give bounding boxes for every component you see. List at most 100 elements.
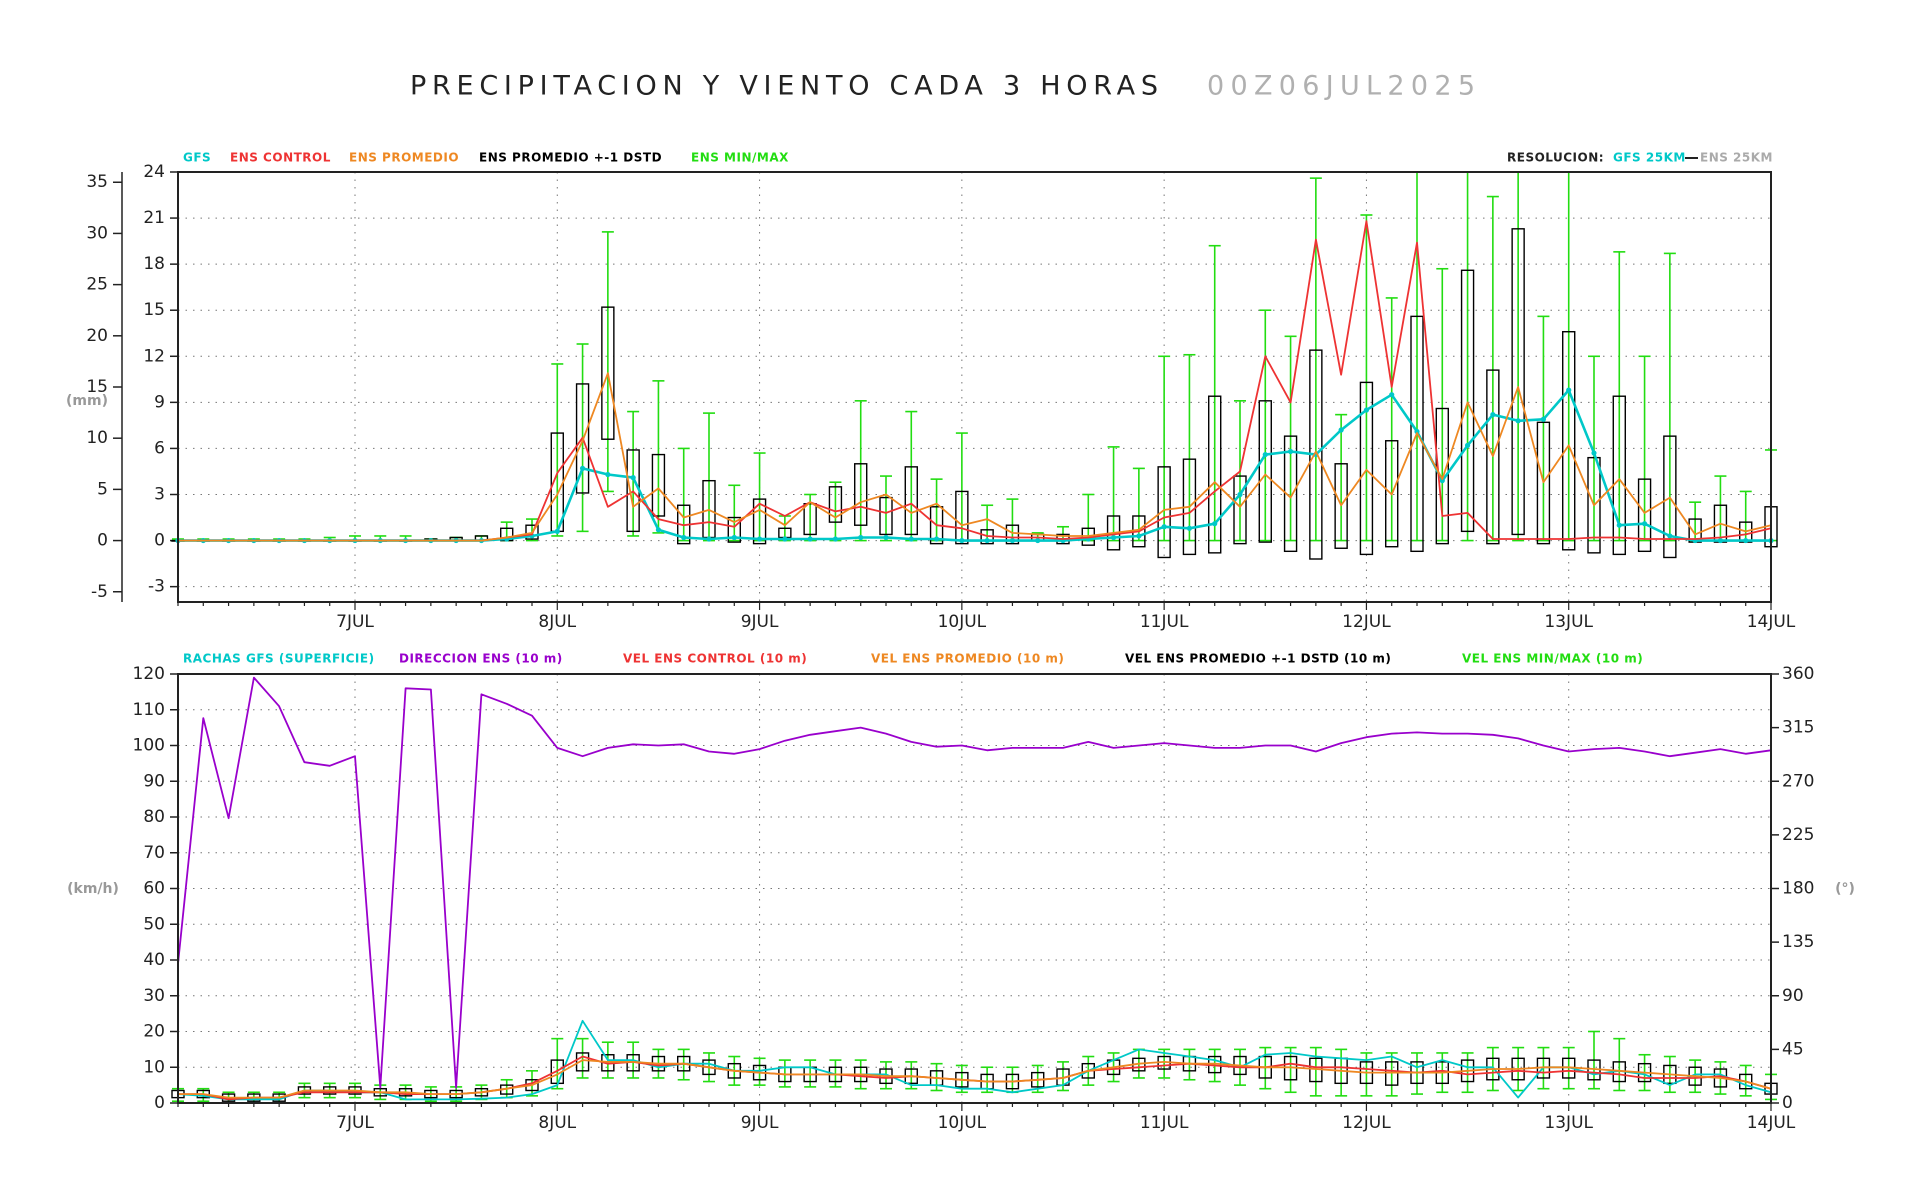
series-marker bbox=[579, 465, 586, 471]
y2-tick-label: 45 bbox=[1782, 1039, 1804, 1059]
series-marker bbox=[959, 537, 965, 544]
series-line bbox=[178, 388, 1771, 542]
y-tick-label: 6 bbox=[154, 438, 165, 458]
y2-tick-label: 25 bbox=[86, 275, 108, 295]
legend-entry: DIRECCION ENS (10 m) bbox=[399, 652, 563, 666]
std-box bbox=[1435, 407, 1449, 545]
std-box bbox=[1359, 381, 1374, 556]
std-box bbox=[1208, 395, 1222, 554]
y-tick-label: 3 bbox=[154, 485, 165, 505]
x-tick-label: 11JUL bbox=[1140, 612, 1189, 632]
series-marker bbox=[782, 536, 788, 542]
std-box bbox=[601, 306, 615, 440]
std-box bbox=[1486, 369, 1500, 545]
y2-tick-label: 20 bbox=[86, 326, 108, 346]
series-marker bbox=[1667, 533, 1673, 539]
series-line bbox=[177, 1019, 1772, 1101]
series-marker bbox=[1136, 533, 1142, 539]
y2-tick-label: 90 bbox=[1782, 986, 1804, 1006]
std-box bbox=[1511, 228, 1525, 536]
std-box bbox=[727, 516, 741, 543]
y-tick-label: 9 bbox=[154, 392, 165, 412]
y-tick-label: 15 bbox=[143, 300, 165, 320]
y2-tick-label: 135 bbox=[1782, 932, 1814, 952]
y-tick-label: 12 bbox=[143, 346, 165, 366]
y-tick-label: 0 bbox=[154, 1093, 165, 1113]
std-box bbox=[1157, 466, 1171, 559]
series-marker bbox=[933, 536, 940, 542]
plot-frame bbox=[177, 171, 1772, 603]
series-marker bbox=[655, 527, 662, 533]
legend-entry: VEL ENS MIN/MAX (10 m) bbox=[1462, 652, 1643, 666]
y2-tick-label: 35 bbox=[86, 172, 108, 192]
std-box bbox=[1233, 475, 1247, 545]
series-marker bbox=[1743, 537, 1749, 544]
y-tick-label: 0 bbox=[154, 531, 165, 551]
std-box bbox=[1385, 1061, 1399, 1086]
std-box bbox=[1283, 435, 1298, 553]
y-tick-label: 21 bbox=[143, 208, 165, 228]
series-marker bbox=[1161, 524, 1167, 530]
series-marker bbox=[731, 534, 737, 541]
series-marker bbox=[706, 536, 712, 542]
series-marker bbox=[1616, 522, 1622, 528]
std-box bbox=[1612, 395, 1626, 556]
y2-tick-label: 360 bbox=[1782, 664, 1814, 684]
series-marker bbox=[807, 536, 813, 542]
series-line bbox=[178, 372, 1772, 542]
series-marker bbox=[1515, 418, 1521, 424]
y-tick-label: 110 bbox=[133, 700, 165, 720]
std-box bbox=[1334, 463, 1348, 549]
legend-entry: VEL ENS CONTROL (10 m) bbox=[623, 652, 807, 666]
series-marker bbox=[605, 471, 611, 478]
std-box bbox=[879, 496, 893, 536]
series-marker bbox=[1566, 387, 1572, 393]
legend-entry: ENS CONTROL bbox=[230, 151, 331, 165]
y2-tick-label: 270 bbox=[1782, 771, 1814, 791]
series-marker bbox=[1439, 478, 1445, 484]
x-tick-label: 14JUL bbox=[1747, 612, 1796, 632]
series-marker bbox=[1035, 537, 1041, 544]
std-box bbox=[575, 383, 590, 494]
std-box bbox=[1258, 400, 1272, 543]
legend-entry: ENS MIN/MAX bbox=[691, 151, 789, 165]
y-tick-label: 24 bbox=[143, 162, 165, 182]
legend-entry: ENS PROMEDIO bbox=[349, 151, 459, 165]
x-tick-label: 9JUL bbox=[741, 612, 779, 632]
y-tick-label: 70 bbox=[143, 843, 165, 863]
plot-frame bbox=[177, 673, 1772, 1104]
std-box bbox=[1562, 331, 1576, 551]
y2-tick-label: 10 bbox=[86, 428, 108, 448]
series-line bbox=[177, 676, 1772, 1089]
y2-tick-label: -5 bbox=[91, 582, 108, 602]
y-tick-label: 40 bbox=[143, 950, 165, 970]
y-tick-label: 18 bbox=[143, 254, 165, 274]
subtitle: 00Z06JUL2025 bbox=[1207, 71, 1475, 102]
x-tick-label: 8JUL bbox=[538, 1113, 576, 1133]
legend-entry: ENS PROMEDIO +-1 DSTD bbox=[479, 151, 662, 165]
std-box bbox=[1637, 478, 1652, 553]
y2-tick-label: 30 bbox=[86, 223, 108, 243]
series-marker bbox=[1389, 392, 1395, 398]
x-tick-label: 11JUL bbox=[1140, 1113, 1189, 1133]
y-tick-label: 60 bbox=[143, 879, 165, 899]
std-box bbox=[575, 1052, 590, 1072]
series-marker bbox=[1591, 450, 1597, 456]
y2-tick-label: 225 bbox=[1782, 825, 1814, 845]
x-tick-label: 12JUL bbox=[1342, 1113, 1391, 1133]
std-box bbox=[803, 503, 817, 536]
series-marker bbox=[1363, 407, 1370, 413]
x-tick-label: 13JUL bbox=[1544, 1113, 1593, 1133]
y-tick-label: 20 bbox=[143, 1022, 165, 1042]
series-marker bbox=[908, 536, 914, 542]
resolution-label: RESOLUCION: bbox=[1507, 151, 1604, 165]
x-tick-label: 13JUL bbox=[1544, 612, 1593, 632]
series-marker bbox=[1186, 525, 1193, 531]
std-box bbox=[1005, 524, 1020, 545]
std-box bbox=[955, 490, 969, 545]
resolution-entry: ENS 25KM bbox=[1700, 151, 1773, 165]
std-box bbox=[828, 486, 843, 523]
std-box bbox=[651, 453, 666, 517]
